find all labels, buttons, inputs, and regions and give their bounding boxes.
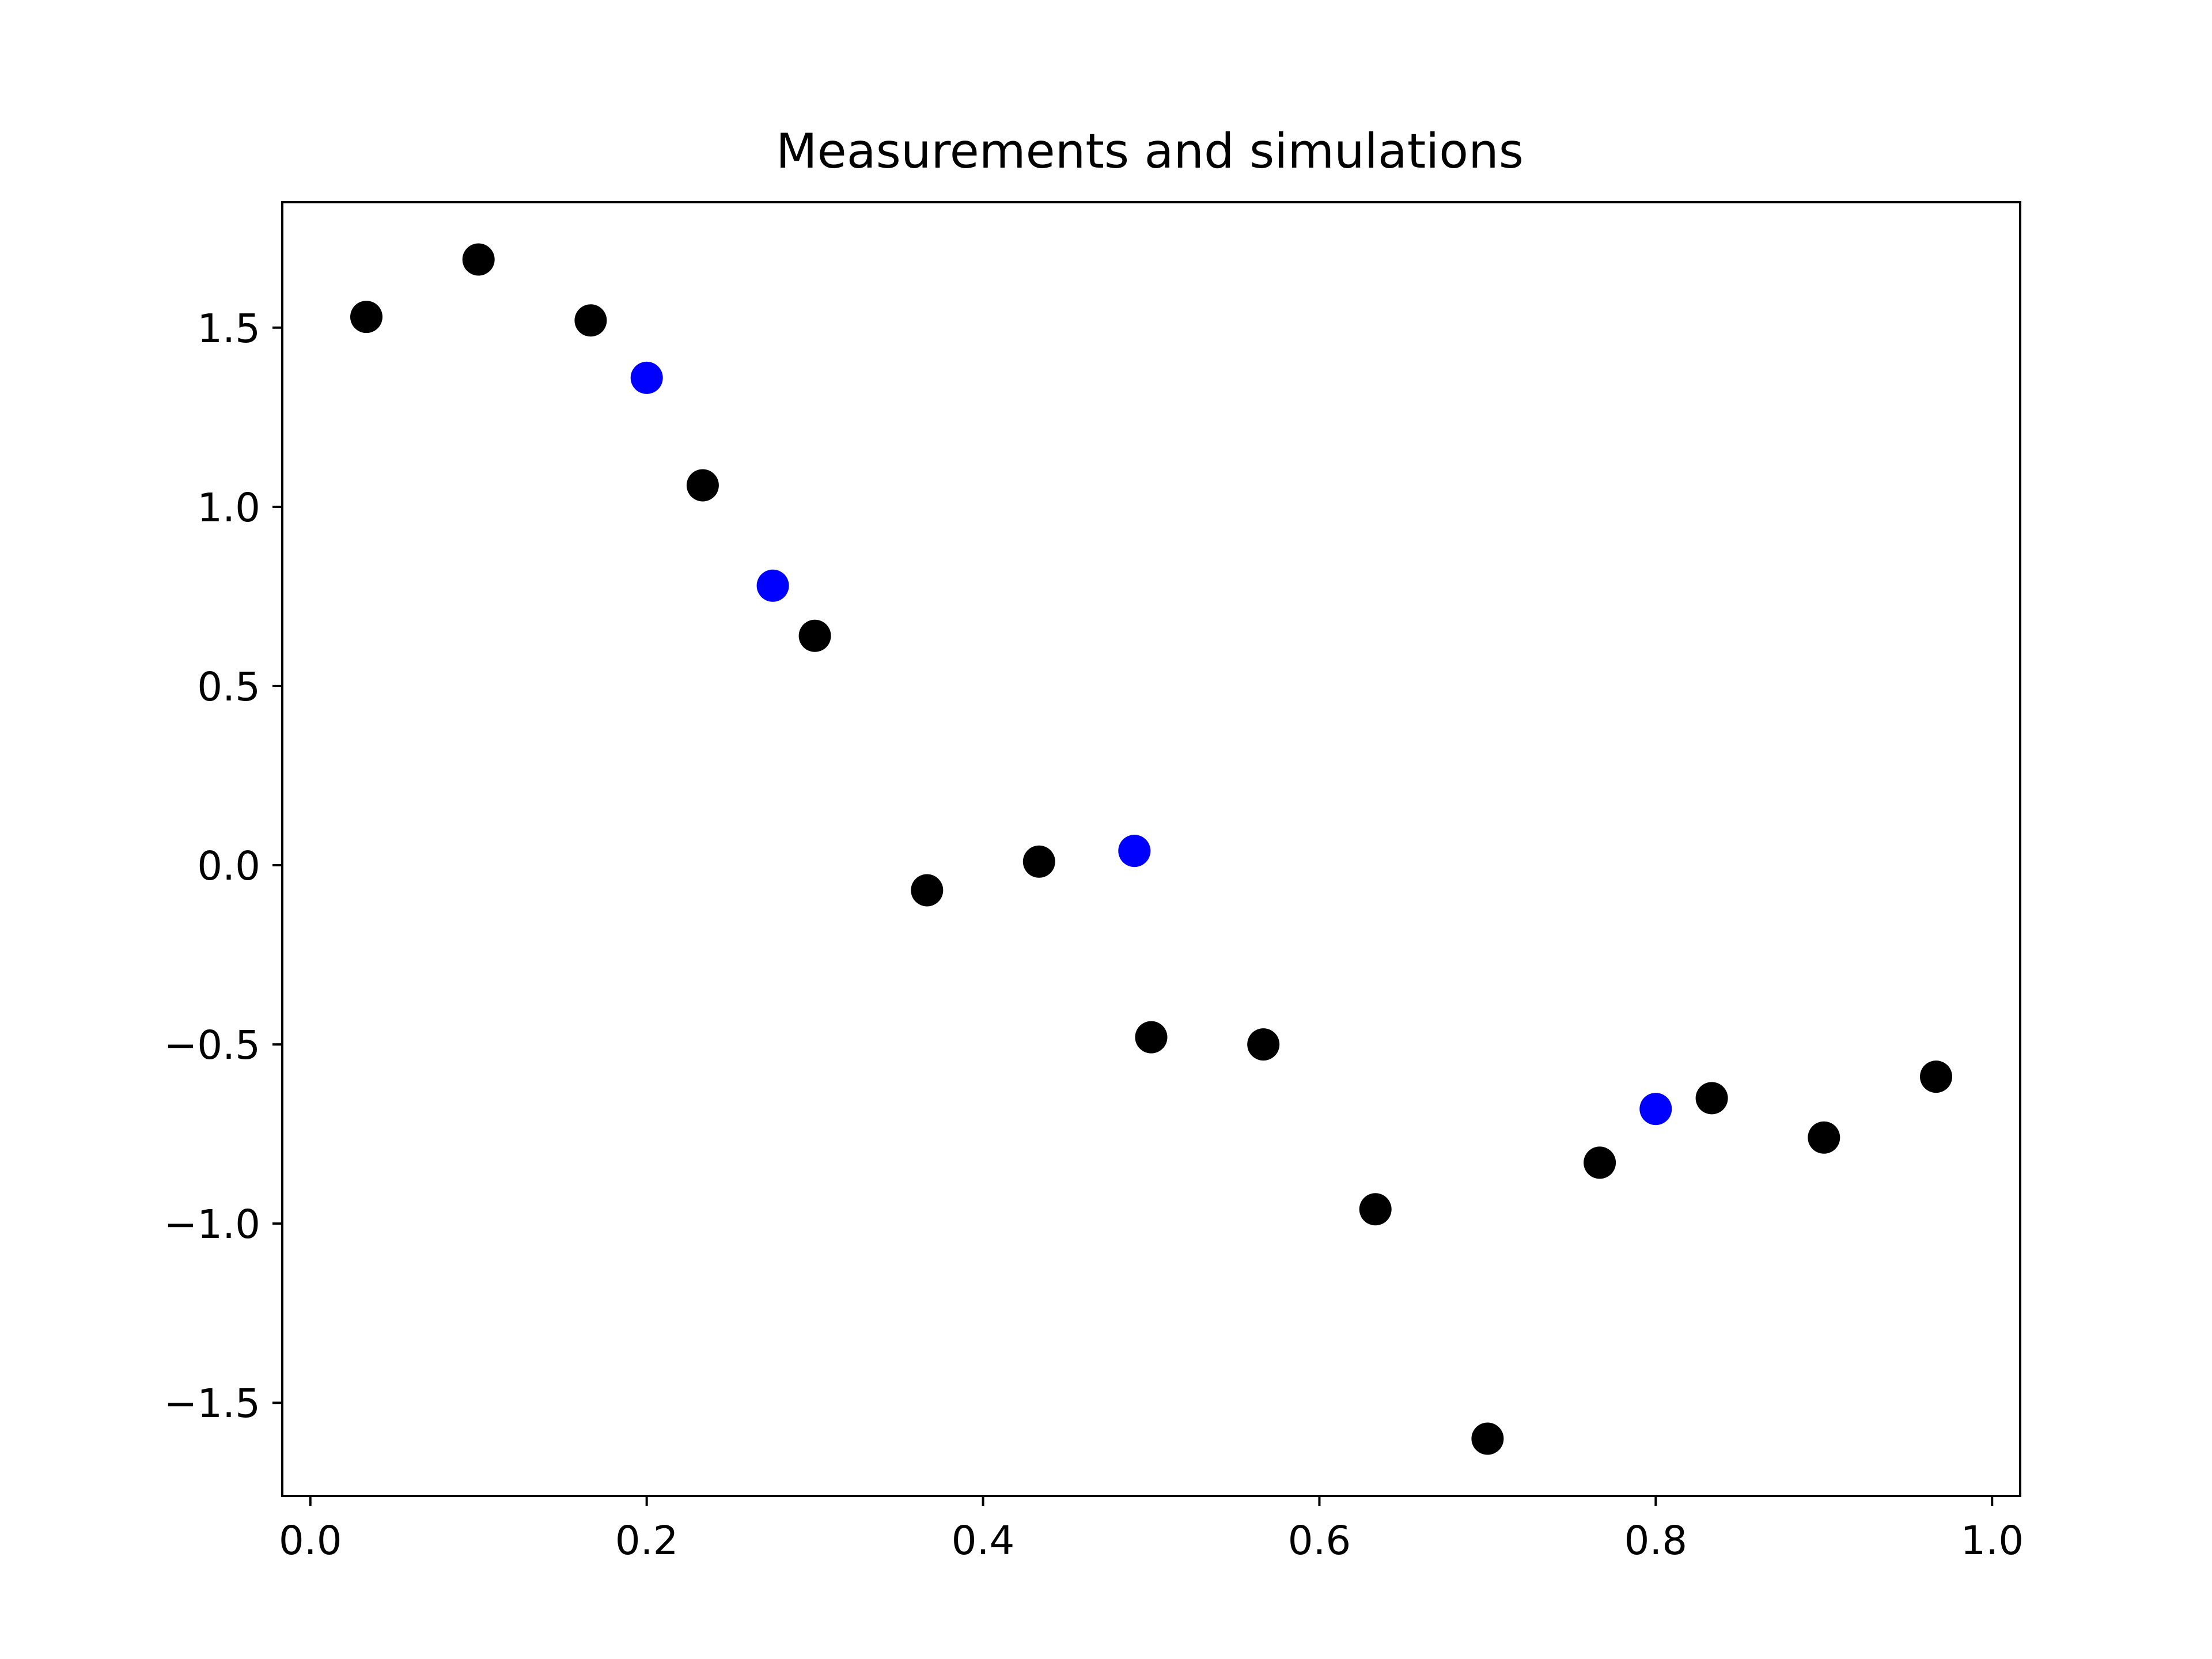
data-point <box>350 301 382 334</box>
data-point <box>1920 1060 1952 1093</box>
y-tick-label: 0.5 <box>197 664 260 710</box>
data-point <box>1808 1121 1840 1154</box>
y-axis: −1.5 −1.0 −0.5 0.0 0.5 1.0 1.5 <box>164 306 282 1427</box>
data-point <box>630 361 663 394</box>
y-tick-label: −1.0 <box>164 1202 260 1248</box>
data-point <box>1247 1028 1280 1061</box>
plot-area-frame <box>281 201 2021 1497</box>
x-tick-label: 0.6 <box>1288 1518 1351 1564</box>
y-tick-label: 1.0 <box>197 485 260 531</box>
x-tick-label: 0.4 <box>952 1518 1015 1564</box>
data-point <box>1359 1193 1392 1226</box>
data-point <box>1471 1422 1504 1455</box>
y-tick-label: −0.5 <box>164 1022 260 1069</box>
data-point <box>1135 1021 1168 1054</box>
data-point <box>1022 845 1055 878</box>
data-point <box>1118 835 1151 868</box>
data-point <box>1584 1146 1616 1179</box>
data-point <box>462 243 495 276</box>
x-tick-label: 0.8 <box>1624 1518 1687 1564</box>
data-point <box>1639 1093 1672 1126</box>
data-point <box>686 469 719 502</box>
x-tick-label: 1.0 <box>1960 1518 2024 1564</box>
data-point <box>574 304 607 337</box>
data-point <box>798 619 831 652</box>
x-axis: 0.0 0.2 0.4 0.6 0.8 1.0 <box>279 1496 2024 1564</box>
data-point <box>1695 1082 1728 1115</box>
data-point <box>756 569 789 602</box>
data-point <box>911 874 944 907</box>
data-points <box>350 243 1952 1455</box>
y-tick-label: 1.5 <box>197 306 260 352</box>
x-tick-label: 0.0 <box>279 1518 342 1564</box>
x-tick-label: 0.2 <box>615 1518 679 1564</box>
y-tick-label: 0.0 <box>197 843 260 889</box>
chart-title: Measurements and simulations <box>776 123 1524 179</box>
y-tick-label: −1.5 <box>164 1381 260 1427</box>
